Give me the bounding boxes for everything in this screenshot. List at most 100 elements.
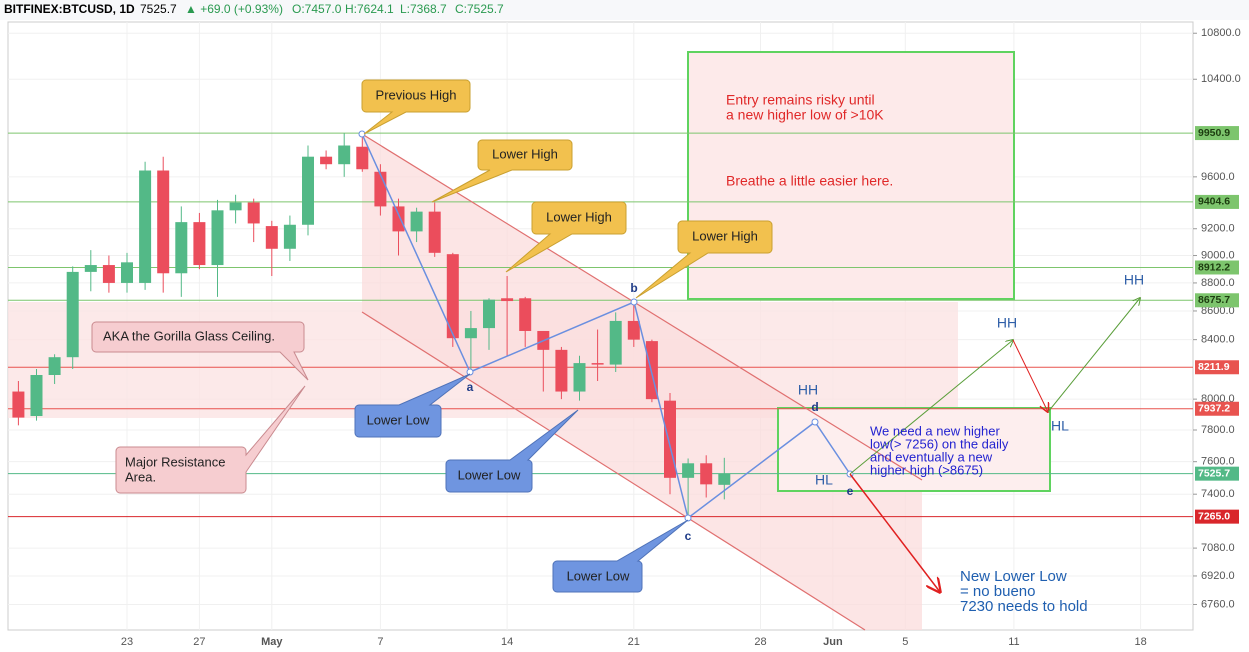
level-tag: [1195, 260, 1239, 275]
candle-body: [121, 262, 133, 283]
pivot: [630, 298, 638, 306]
pivot: [466, 368, 474, 376]
callout-text: AKA the Gorilla Glass Ceiling.: [103, 328, 275, 343]
arrow: [849, 340, 1013, 475]
ohlc-high: H:7624.1: [345, 2, 394, 16]
candle-body: [573, 363, 586, 392]
hh-label: HH: [1124, 272, 1144, 288]
level-tag: [1195, 293, 1239, 308]
channel-lower: [361, 311, 866, 631]
y-tick-label: 9200.0: [1201, 223, 1235, 235]
note: New Lower Low: [960, 568, 1067, 585]
candle-body: [157, 170, 170, 274]
level-label: 7937.2: [1198, 403, 1230, 415]
candle-body: [356, 146, 369, 170]
x-tick-label: 11: [1008, 636, 1019, 648]
callout-text: Lower Low: [367, 412, 430, 427]
y-tick-label: 10800.0: [1201, 27, 1241, 39]
candle-body: [193, 222, 206, 266]
level-tag: [1195, 194, 1239, 209]
candle-body: [374, 171, 387, 207]
y-tick-label: 8600.0: [1201, 305, 1235, 317]
ohlc-close: C:7525.7: [455, 2, 504, 16]
point-label: c: [685, 529, 692, 543]
x-tick-label: 7: [377, 636, 383, 648]
callout-text: Previous High: [376, 87, 457, 102]
arrow: [1047, 298, 1140, 413]
level-label: 8675.7: [1198, 294, 1230, 306]
y-tick-label: 8400.0: [1201, 334, 1235, 346]
candle-body: [555, 349, 568, 392]
callout-text: Area.: [125, 469, 156, 484]
y-tick-label: 7600.0: [1201, 456, 1235, 468]
candle-body: [302, 156, 314, 225]
note: a new higher low of >10K: [726, 107, 884, 123]
candle-body: [84, 265, 97, 272]
callout: [361, 79, 471, 135]
candle-body: [283, 224, 296, 249]
change: ▲ +69.0 (+0.93%): [185, 2, 283, 16]
last-price: 7525.7: [140, 2, 177, 16]
candle-body: [265, 226, 278, 249]
candle-body: [682, 463, 695, 478]
candle-body: [501, 298, 514, 302]
callout: [635, 220, 773, 299]
entry-box: [687, 51, 1015, 300]
pivot: [811, 418, 819, 426]
candle-body: [410, 211, 423, 232]
candle-body: [446, 254, 459, 339]
callout: [505, 201, 627, 273]
note: 7230 needs to hold: [960, 598, 1088, 615]
callout: [354, 373, 471, 438]
callout-text: Lower High: [692, 228, 758, 243]
candle-body: [30, 374, 43, 417]
level-tag: [1195, 126, 1239, 141]
level-tag: [1195, 509, 1239, 524]
level-tag: [1195, 466, 1239, 481]
y-tick-label: 6760.0: [1201, 598, 1235, 610]
x-tick-label: 27: [193, 636, 205, 648]
point-label: a: [467, 380, 474, 394]
arrow: [1012, 339, 1048, 412]
x-tick-label: 5: [902, 636, 908, 648]
callout: [431, 139, 573, 203]
hh-label: HH: [997, 315, 1017, 331]
note: higher high (>8675): [870, 462, 983, 477]
arrow: [849, 473, 940, 592]
candle-body: [392, 206, 405, 232]
candle-body: [483, 299, 495, 329]
y-tick-label: 10400.0: [1201, 73, 1241, 85]
x-tick-label: 21: [628, 636, 640, 648]
x-tick-label: 23: [121, 636, 133, 648]
channel-fill: [362, 134, 922, 630]
level-label: 8912.2: [1198, 261, 1230, 273]
x-tick-label: Jun: [823, 636, 843, 648]
zigzag: [361, 133, 851, 520]
candle-body: [139, 170, 152, 283]
symbol: BITFINEX:BTCUSD, 1D: [4, 2, 135, 16]
note: Breathe a little easier here.: [726, 173, 893, 189]
pivot: [684, 514, 692, 522]
callout-text: Lower High: [492, 146, 558, 161]
callout-text: Lower High: [546, 209, 612, 224]
hl-label: HL: [815, 472, 833, 488]
level-label: 7265.0: [1198, 510, 1230, 522]
point-label: d: [811, 400, 818, 414]
candle-body: [700, 463, 713, 485]
note: and eventually a new: [870, 449, 993, 464]
note: Entry remains risky until: [726, 92, 875, 108]
candle-body: [591, 363, 604, 365]
note: low(> 7256) on the daily: [870, 436, 1009, 451]
callout: [445, 409, 579, 493]
x-tick-label: May: [261, 636, 283, 648]
candle-body: [211, 210, 224, 266]
y-tick-label: 9600.0: [1201, 171, 1235, 183]
callout: [552, 519, 689, 593]
hh-label: HH: [798, 382, 818, 398]
level-label: 9950.9: [1198, 127, 1230, 139]
y-tick-label: 7400.0: [1201, 488, 1235, 500]
level-tag: [1195, 360, 1239, 375]
candle-body: [428, 211, 441, 253]
point-label: b: [630, 281, 637, 295]
